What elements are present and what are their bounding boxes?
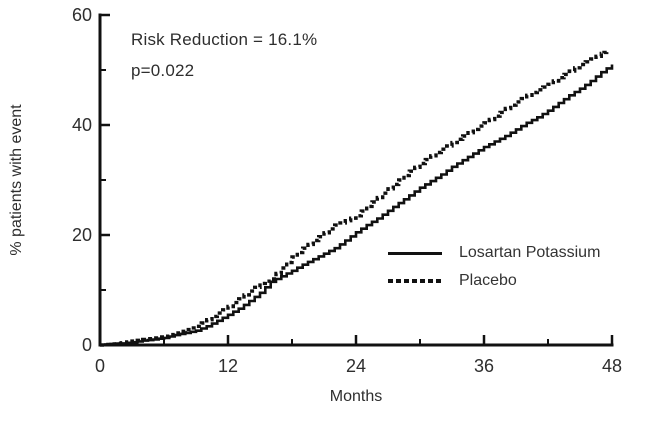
- solid-line-swatch-icon: [388, 251, 442, 255]
- x-axis-title: Months: [329, 388, 383, 405]
- losartan-curve: [100, 64, 614, 347]
- x-tick-label: 12: [218, 356, 238, 376]
- x-tick-label: 36: [474, 356, 494, 376]
- y-tick-label: 60: [72, 5, 92, 25]
- annotation-block: Risk Reduction = 16.1% p=0.022: [131, 24, 317, 86]
- placebo-curve: [100, 50, 609, 347]
- x-tick-label: 24: [346, 356, 366, 376]
- legend-item-losartan: Losartan Potassium: [388, 239, 600, 267]
- annotation-risk-reduction: Risk Reduction = 16.1%: [131, 30, 318, 49]
- y-tick-label: 40: [72, 115, 92, 135]
- legend: Losartan Potassium Placebo: [388, 239, 600, 295]
- y-tick-label: 0: [82, 335, 92, 355]
- dotted-line-swatch-icon: [388, 279, 442, 283]
- legend-label-placebo: Placebo: [459, 272, 517, 289]
- legend-label-losartan: Losartan Potassium: [459, 244, 601, 261]
- x-tick-label: 48: [602, 356, 622, 376]
- legend-item-placebo: Placebo: [388, 267, 600, 295]
- annotation-p-value: p=0.022: [131, 61, 195, 80]
- y-tick-label: 20: [72, 225, 92, 245]
- x-tick-label: 0: [95, 356, 105, 376]
- y-axis-title: % patients with event: [8, 104, 25, 256]
